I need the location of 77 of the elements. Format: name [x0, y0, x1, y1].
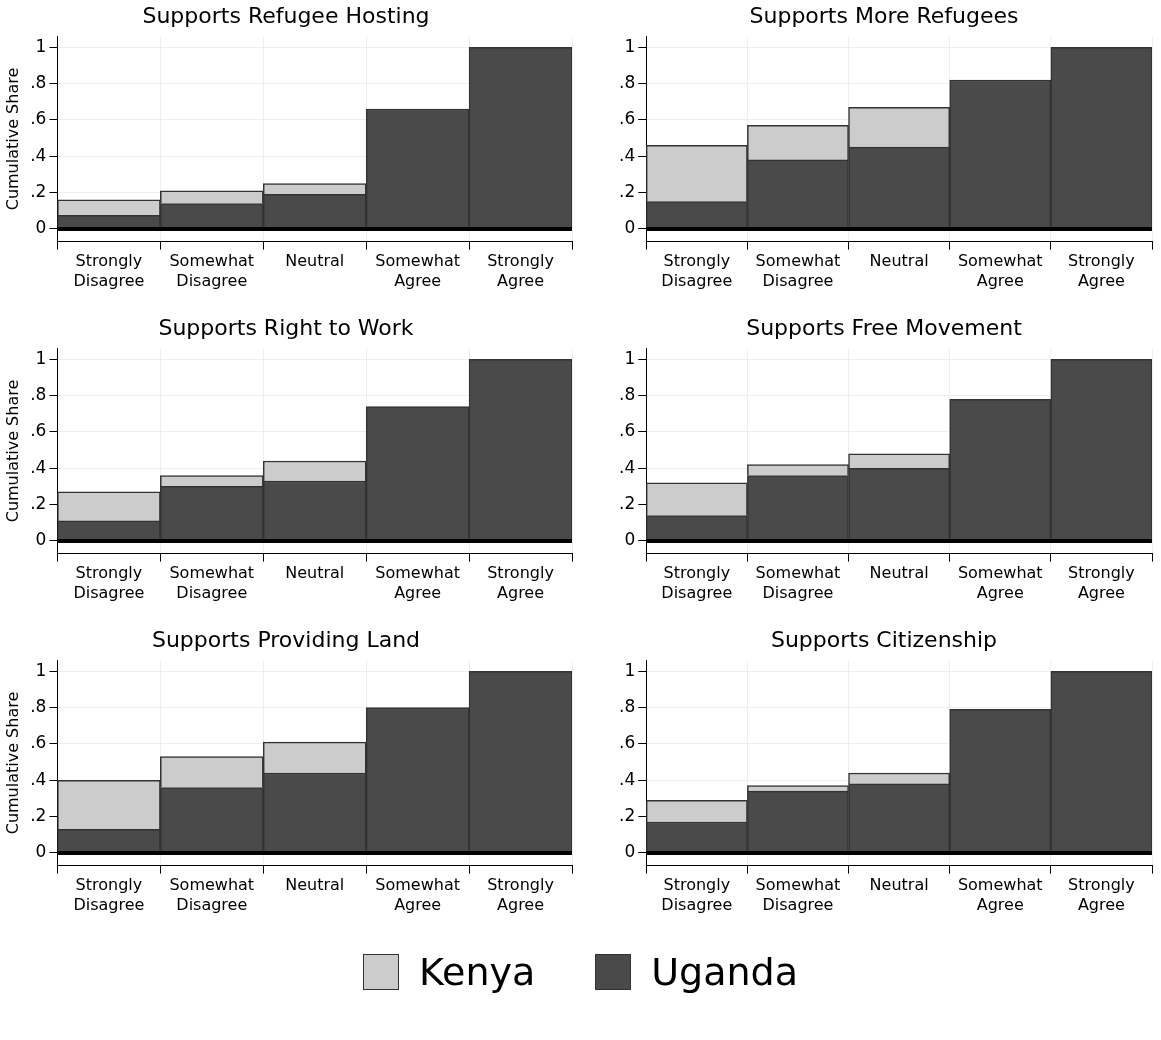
y-tick-label: .6 [618, 732, 636, 753]
y-tick-label: 0 [624, 841, 636, 862]
x-tick-label: Strongly Disagree [73, 875, 145, 914]
y-tick-label: 1 [624, 35, 636, 56]
x-tick-label: Strongly Agree [1068, 251, 1135, 290]
chart-title: Supports Refugee Hosting [142, 2, 430, 28]
y-tick-label: .2 [618, 804, 636, 825]
y-tick-label: 1 [624, 659, 636, 680]
y-axis-title: Cumulative Share [2, 67, 22, 211]
y-tick-label: .8 [618, 384, 636, 405]
y-tick-label: .8 [30, 384, 47, 405]
x-tick-label: Somewhat Agree [957, 875, 1043, 914]
x-tick-label: Strongly Disagree [73, 563, 145, 602]
x-tick-label: Somewhat Disagree [169, 563, 255, 602]
x-tick-label: Neutral [869, 563, 929, 583]
y-tick-label: .4 [618, 144, 636, 165]
x-tick-label: Neutral [869, 251, 929, 271]
y-tick-label: .6 [618, 420, 636, 441]
x-tick-label: Strongly Disagree [661, 251, 733, 290]
y-tick-label: .2 [618, 492, 636, 513]
x-tick-label: Neutral [285, 563, 345, 583]
y-tick-label: .6 [30, 108, 47, 129]
y-axis-title: Cumulative Share [2, 691, 22, 835]
y-tick-label: .4 [618, 456, 636, 477]
x-tick-label: Somewhat Disagree [169, 875, 255, 914]
x-tick-label: Strongly Disagree [661, 875, 733, 914]
x-tick-label: Strongly Agree [487, 563, 554, 602]
chart-title: Supports Free Movement [746, 314, 1023, 340]
chart-title: Supports More Refugees [749, 2, 1019, 28]
legend-label: Uganda [651, 949, 798, 996]
y-tick-label: 1 [35, 347, 47, 368]
chart-title: Supports Citizenship [770, 626, 998, 652]
x-tick-label: Somewhat Agree [375, 251, 460, 290]
y-tick-label: .2 [30, 804, 47, 825]
x-tick-label: Somewhat Agree [375, 563, 460, 602]
y-tick-label: .2 [30, 492, 47, 513]
x-tick-label: Somewhat Disagree [755, 563, 841, 602]
y-tick-label: 1 [624, 347, 636, 368]
y-tick-label: 1 [35, 35, 47, 56]
y-tick-label: 0 [624, 217, 636, 238]
x-tick-label: Strongly Disagree [661, 563, 733, 602]
x-tick-label: Strongly Agree [487, 875, 554, 914]
x-tick-label: Strongly Disagree [73, 251, 145, 290]
x-tick-label: Somewhat Agree [375, 875, 460, 914]
y-tick-label: 0 [35, 529, 47, 550]
y-tick-label: .8 [618, 696, 636, 717]
y-tick-label: .6 [30, 420, 47, 441]
y-tick-label: .6 [30, 732, 47, 753]
y-tick-label: .4 [30, 768, 47, 789]
legend-label: Kenya [419, 949, 536, 996]
y-axis-title: Cumulative Share [2, 379, 22, 523]
y-tick-label: .4 [30, 144, 47, 165]
x-tick-label: Strongly Agree [1068, 563, 1135, 602]
y-tick-label: 0 [35, 217, 47, 238]
y-tick-label: 0 [35, 841, 47, 862]
y-tick-label: .8 [618, 72, 636, 93]
y-tick-label: .4 [30, 456, 47, 477]
y-tick-label: .8 [30, 696, 47, 717]
chart-title: Supports Providing Land [151, 626, 421, 652]
x-tick-label: Strongly Agree [1068, 875, 1135, 914]
x-tick-label: Neutral [869, 875, 929, 895]
x-tick-label: Strongly Agree [487, 251, 554, 290]
x-tick-label: Neutral [285, 875, 345, 895]
y-tick-label: .2 [30, 180, 47, 201]
x-tick-label: Somewhat Agree [957, 251, 1043, 290]
x-tick-label: Neutral [285, 251, 345, 271]
y-tick-label: .6 [618, 108, 636, 129]
x-tick-label: Somewhat Disagree [755, 251, 841, 290]
y-tick-label: .2 [618, 180, 636, 201]
y-tick-label: 1 [35, 659, 47, 680]
x-tick-label: Somewhat Disagree [755, 875, 841, 914]
y-tick-label: 0 [624, 529, 636, 550]
y-tick-label: .8 [30, 72, 47, 93]
x-tick-label: Somewhat Agree [957, 563, 1043, 602]
chart-title: Supports Right to Work [158, 314, 414, 340]
x-tick-label: Somewhat Disagree [169, 251, 255, 290]
y-tick-label: .4 [618, 768, 636, 789]
